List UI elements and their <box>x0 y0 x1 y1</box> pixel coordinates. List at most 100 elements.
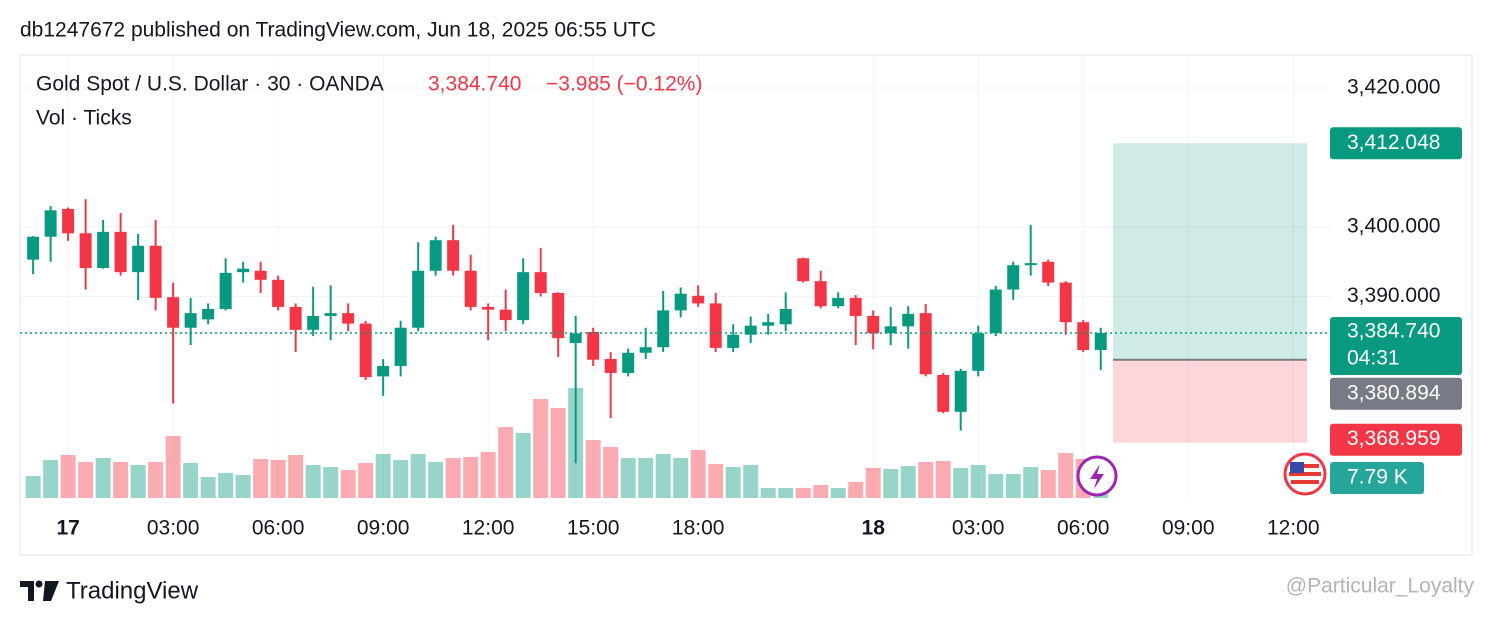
price-change: −3.985 (−0.12%) <box>546 73 702 96</box>
candle-body <box>359 323 372 378</box>
volume-tag: 7.79 K <box>1347 466 1408 489</box>
candle-body <box>377 365 390 377</box>
volume-bar <box>78 462 94 498</box>
candle-body <box>324 313 337 316</box>
flag-stripe <box>1289 472 1321 476</box>
volume-title: Vol · Ticks <box>36 107 132 130</box>
axes: 3,420.000 3,400.000 3,390.000 17 03:00 06:00 0… <box>56 76 1462 540</box>
volume-bar <box>550 408 566 498</box>
candle-body <box>447 240 460 271</box>
candle-body <box>849 297 862 316</box>
candle-body <box>499 309 512 321</box>
countdown: 04:31 <box>1347 347 1400 370</box>
candle-body <box>1059 282 1072 323</box>
stop-box <box>1330 423 1462 456</box>
volume-bar <box>288 455 304 498</box>
candle-body <box>1094 333 1107 350</box>
volume-bar <box>498 427 514 498</box>
volume-bar <box>515 433 531 498</box>
target-zone <box>1113 143 1307 360</box>
candle-body <box>902 313 915 327</box>
candle-body <box>517 272 530 321</box>
volume-bar <box>988 474 1004 498</box>
candle-body <box>412 270 425 328</box>
candle-body <box>79 233 92 268</box>
flag-canton <box>1290 462 1304 473</box>
x-tick-label: 18:00 <box>672 517 725 540</box>
candle-body <box>132 245 145 273</box>
volume-bar <box>480 452 496 498</box>
volume-bar <box>200 477 216 498</box>
candle-body <box>639 347 652 353</box>
publish-header: db1247672 published on TradingView.com, … <box>20 19 656 42</box>
flag-stripe <box>1291 464 1319 468</box>
target-box <box>1330 127 1462 160</box>
candle-body <box>1077 322 1090 350</box>
last-price-box <box>1330 317 1462 376</box>
stop-label: 3,368.959 <box>1347 427 1440 450</box>
x-tick-label: 09:00 <box>357 517 410 540</box>
volume-bar <box>95 458 111 498</box>
us-flag-icon[interactable] <box>1283 452 1327 496</box>
volume-bar <box>953 468 969 498</box>
candle-body <box>394 327 407 366</box>
candle-body <box>762 322 775 326</box>
volume-bar <box>638 458 654 498</box>
volume-bar <box>253 459 269 498</box>
volume-bar <box>165 436 181 498</box>
candle-body <box>552 293 565 339</box>
volume-bar <box>463 457 479 498</box>
x-tick-label: 09:00 <box>1162 517 1215 540</box>
volume-pane <box>25 388 1109 498</box>
candle-body <box>674 293 687 311</box>
candle-body <box>622 352 635 373</box>
candle-body <box>307 315 320 330</box>
volume-bar <box>393 460 409 498</box>
position-tool <box>1113 143 1307 443</box>
candle-body <box>482 306 495 310</box>
volume-bar <box>218 473 234 498</box>
candle-body <box>464 270 477 307</box>
entry-box <box>1330 377 1462 410</box>
volume-bar <box>620 458 636 498</box>
candle-body <box>237 268 250 273</box>
volume-bar <box>428 462 444 498</box>
x-tick-label: 06:00 <box>1057 517 1110 540</box>
x-tick-label: 03:00 <box>952 517 1005 540</box>
volume-bar <box>848 482 864 498</box>
candle-body <box>254 270 267 280</box>
candle-body <box>342 313 355 324</box>
volume-bar <box>585 440 601 498</box>
candle-body <box>149 245 162 298</box>
candle-body <box>797 258 810 282</box>
chart-frame <box>19 54 1473 556</box>
candle-body <box>744 325 757 335</box>
volume-bar <box>918 462 934 498</box>
candles <box>20 199 1330 464</box>
candle-body <box>832 297 845 307</box>
logo-v <box>43 581 59 601</box>
candle-body <box>534 272 547 294</box>
logo-t <box>20 581 34 601</box>
candle-body <box>27 236 40 260</box>
volume-bar <box>130 465 146 498</box>
volume-bar <box>25 476 41 498</box>
events-icon[interactable] <box>1076 455 1118 497</box>
x-tick-label: 03:00 <box>147 517 200 540</box>
candle-body <box>657 310 670 348</box>
volume-bar <box>235 475 251 498</box>
stop-zone <box>1113 359 1307 443</box>
volume-bar <box>760 488 776 498</box>
entry-label: 3,380.894 <box>1347 381 1441 404</box>
volume-bar <box>795 488 811 498</box>
watermark: @Particular_Loyalty <box>1286 575 1475 598</box>
last-price-tag: 3,384.740 <box>1347 320 1440 343</box>
tv-logo <box>20 580 59 601</box>
candle-body <box>1024 263 1037 266</box>
candle-body <box>219 272 232 309</box>
flag-stripe <box>1291 480 1319 484</box>
candle-body <box>1007 265 1020 290</box>
volume-bar <box>375 454 391 498</box>
candle-body <box>202 308 215 320</box>
volume-bar <box>323 467 339 498</box>
